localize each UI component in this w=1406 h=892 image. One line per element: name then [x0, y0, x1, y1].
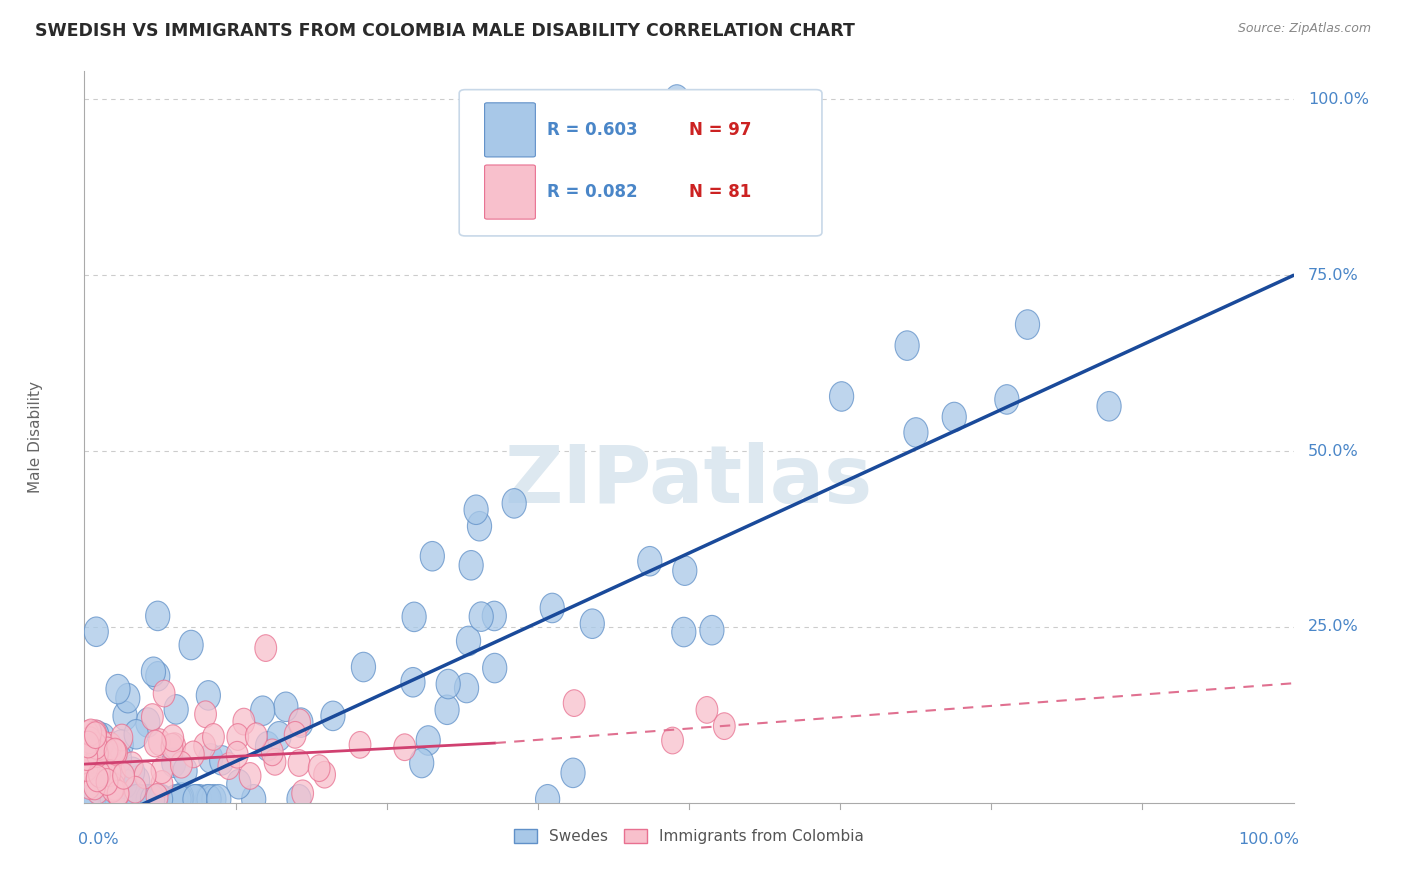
- FancyBboxPatch shape: [485, 165, 536, 219]
- Text: 50.0%: 50.0%: [1308, 443, 1358, 458]
- Text: 75.0%: 75.0%: [1308, 268, 1358, 283]
- Text: 100.0%: 100.0%: [1308, 92, 1369, 107]
- Text: N = 81: N = 81: [689, 183, 751, 201]
- Text: Male Disability: Male Disability: [28, 381, 44, 493]
- Text: N = 97: N = 97: [689, 121, 751, 139]
- Text: Source: ZipAtlas.com: Source: ZipAtlas.com: [1237, 22, 1371, 36]
- Legend: Swedes, Immigrants from Colombia: Swedes, Immigrants from Colombia: [508, 822, 870, 850]
- Text: R = 0.082: R = 0.082: [547, 183, 638, 201]
- Text: ZIPatlas: ZIPatlas: [505, 442, 873, 520]
- Text: R = 0.603: R = 0.603: [547, 121, 638, 139]
- FancyBboxPatch shape: [485, 103, 536, 157]
- FancyBboxPatch shape: [460, 89, 823, 235]
- Text: 100.0%: 100.0%: [1239, 832, 1299, 847]
- Text: 0.0%: 0.0%: [79, 832, 120, 847]
- Text: 25.0%: 25.0%: [1308, 619, 1358, 634]
- Text: SWEDISH VS IMMIGRANTS FROM COLOMBIA MALE DISABILITY CORRELATION CHART: SWEDISH VS IMMIGRANTS FROM COLOMBIA MALE…: [35, 22, 855, 40]
